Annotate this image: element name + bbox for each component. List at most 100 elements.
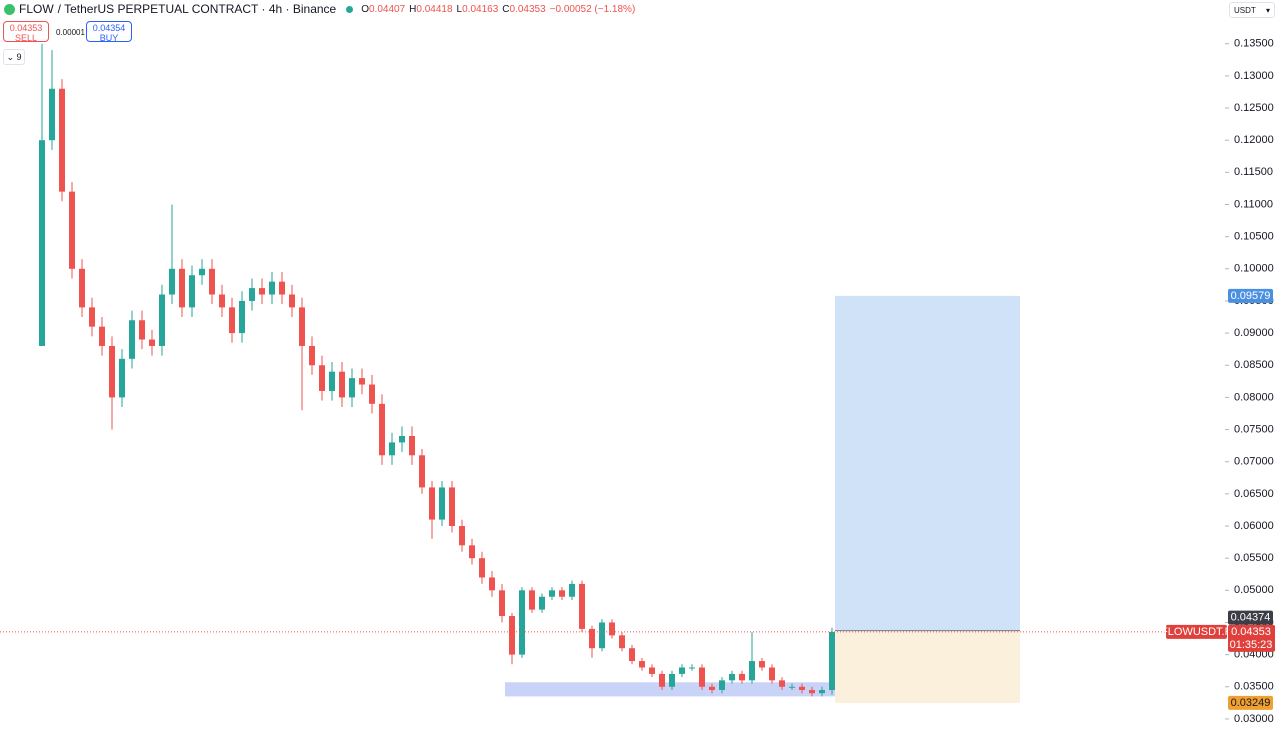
last-price-bg xyxy=(1228,624,1275,652)
candle-body xyxy=(209,268,215,295)
y-tick-label: 0.07000 xyxy=(1234,456,1274,468)
candle-body xyxy=(409,435,415,456)
candle-body xyxy=(669,673,675,687)
ohlc-value: 0.04353 xyxy=(509,3,546,15)
candle-body xyxy=(349,378,355,398)
y-tick-label: 0.03500 xyxy=(1234,681,1274,693)
candle-body xyxy=(249,288,255,301)
candle-body xyxy=(219,294,225,308)
candle-body xyxy=(779,680,785,687)
candle-body xyxy=(179,268,185,308)
ohlc-key: O xyxy=(361,3,369,15)
buy-label: BUY xyxy=(99,33,119,43)
y-tick-label: 0.08500 xyxy=(1234,359,1274,371)
target-area xyxy=(835,295,1020,631)
sell-price: 0.04353 xyxy=(9,23,43,33)
buy-price: 0.04354 xyxy=(92,23,126,33)
candle-body xyxy=(379,403,385,456)
candle-body xyxy=(99,326,105,346)
target-price-label: 0.09579 xyxy=(1231,290,1271,302)
candle-body xyxy=(319,365,325,391)
candle-body xyxy=(359,378,365,385)
candle-body xyxy=(469,545,475,559)
currency-select[interactable]: USDT ▾ xyxy=(1229,2,1275,18)
candle-body xyxy=(789,686,795,688)
candle-body xyxy=(819,690,825,694)
candle-body xyxy=(709,686,715,691)
candle-body xyxy=(269,281,275,295)
candle-body xyxy=(189,275,195,308)
stop-price-label-bg xyxy=(1228,695,1273,710)
status-dot xyxy=(346,5,354,13)
y-tick-label: 0.13500 xyxy=(1234,38,1274,50)
candle-body xyxy=(699,667,705,687)
candle-body xyxy=(519,590,525,655)
y-tick-label: 0.12000 xyxy=(1234,134,1274,146)
ohlc-key: L xyxy=(456,3,463,15)
candle-body xyxy=(479,558,485,578)
candle-body xyxy=(419,455,425,488)
candle-body xyxy=(689,667,695,669)
candle-body xyxy=(329,371,335,391)
candle-body xyxy=(369,384,375,404)
candle-body xyxy=(139,320,145,340)
candle-body xyxy=(529,590,535,610)
candle-body xyxy=(339,371,345,398)
candle-body xyxy=(589,628,595,649)
candle-body xyxy=(649,667,655,674)
stop-area xyxy=(835,630,1020,703)
spread: 0.00001 xyxy=(56,28,85,37)
entry-price-label-bg xyxy=(1228,610,1273,625)
y-tick-label: 0.11000 xyxy=(1234,198,1273,210)
y-tick-label: 0.12500 xyxy=(1234,102,1274,114)
candle-body xyxy=(769,667,775,681)
candle-body xyxy=(79,268,85,308)
candle-body xyxy=(499,590,505,617)
symbol-price-label: FLOWUSDT.P xyxy=(1161,626,1232,638)
candle-body xyxy=(599,622,605,649)
ohlc-values: O0.04407 H0.04418 L0.04163 C0.04353 −0.00052… xyxy=(361,4,635,15)
candle-body xyxy=(729,673,735,681)
candle-body xyxy=(119,358,125,398)
candle-body xyxy=(629,648,635,662)
ohlc-key: C xyxy=(502,3,510,15)
candle-body xyxy=(549,590,555,597)
candle-body xyxy=(619,635,625,649)
stop-price-label: 0.03249 xyxy=(1231,697,1271,709)
symbol-price-label-bg xyxy=(1166,624,1227,639)
candle-body xyxy=(259,288,265,295)
candle-body xyxy=(739,673,745,681)
candle-body xyxy=(69,191,75,269)
chart-title: / TetherUS PERPETUAL CONTRACT · 4h · Bin… xyxy=(57,2,337,16)
candle-body xyxy=(229,307,235,334)
candle-body xyxy=(799,686,805,691)
candle-body xyxy=(659,673,665,687)
candle-body xyxy=(169,268,175,295)
header: FLOW / TetherUS PERPETUAL CONTRACT · 4h … xyxy=(4,2,635,16)
candle-body xyxy=(459,526,465,546)
buy-button[interactable]: 0.04354 BUY xyxy=(86,21,132,43)
candle-body xyxy=(809,690,815,694)
y-tick-label: 0.13000 xyxy=(1234,70,1274,82)
y-tick-label: 0.11500 xyxy=(1234,166,1273,178)
candle-body xyxy=(89,307,95,327)
candle-body xyxy=(559,590,565,597)
candle-body xyxy=(389,442,395,456)
y-tick-label: 0.09000 xyxy=(1234,327,1274,339)
candle-body xyxy=(109,345,115,398)
ohlc-key: H xyxy=(409,3,417,15)
candle-body xyxy=(279,281,285,295)
candle-body xyxy=(749,661,755,681)
candle-body xyxy=(539,596,545,610)
candle-body xyxy=(449,487,455,527)
candle-body xyxy=(569,583,575,597)
indicator-toggle[interactable]: ⌄ 9 xyxy=(3,49,25,65)
sell-button[interactable]: 0.04353 SELL xyxy=(3,21,49,43)
symbol-logo xyxy=(4,3,15,15)
ohlc-value: 0.04407 xyxy=(369,3,406,15)
candle-body xyxy=(39,140,45,346)
candle-body xyxy=(59,88,65,192)
candle-body xyxy=(129,320,135,359)
candle-body xyxy=(429,487,435,520)
